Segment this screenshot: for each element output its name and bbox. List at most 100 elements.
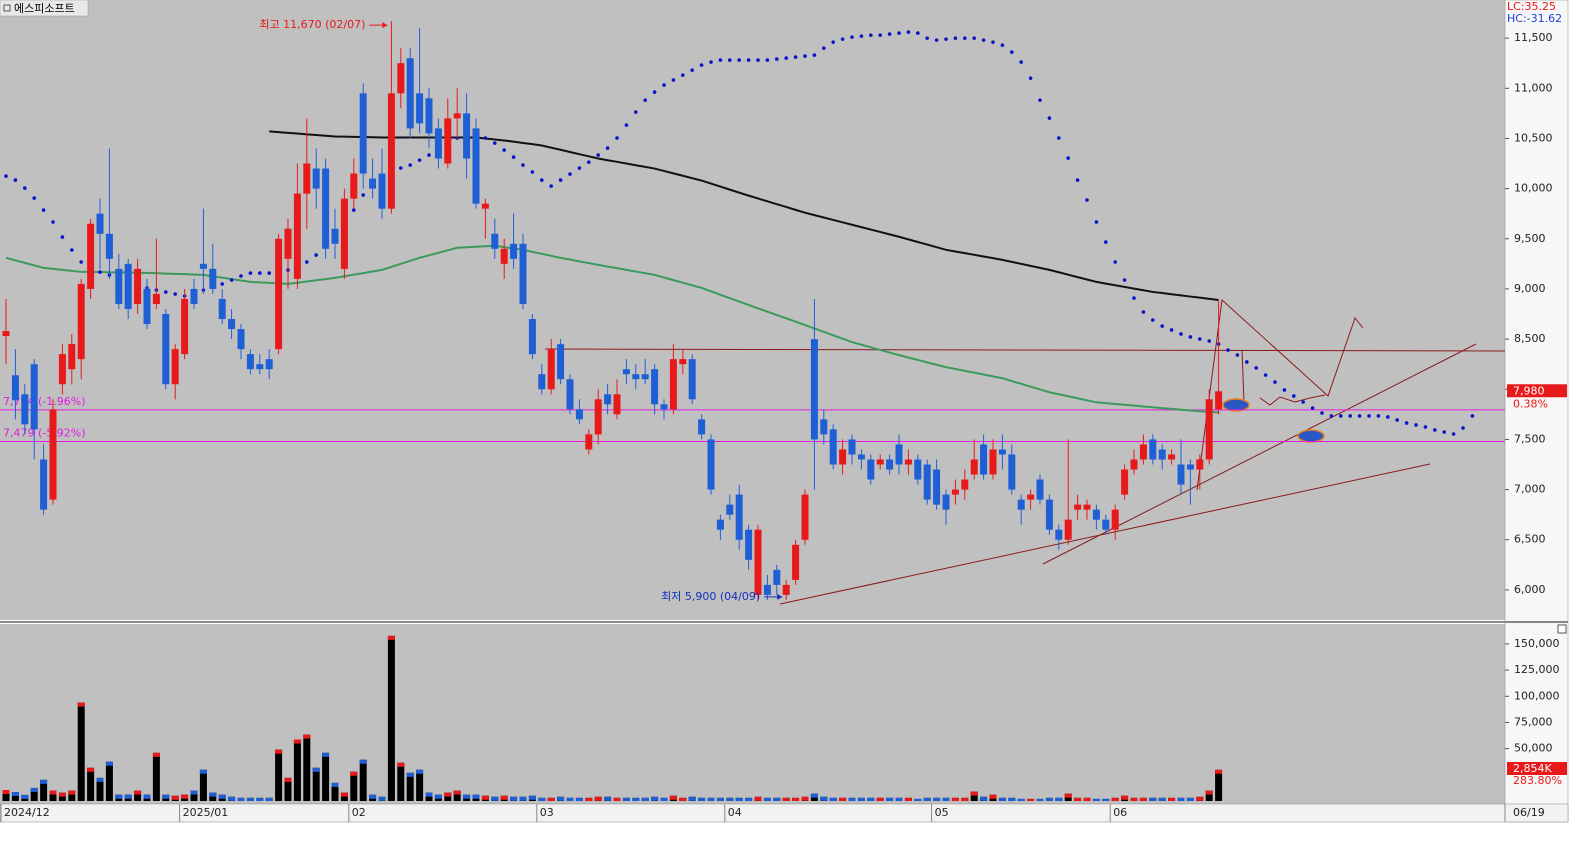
sar-dot (906, 30, 911, 34)
candle-body (857, 454, 865, 460)
candle-body (58, 354, 66, 385)
sar-dot (1141, 310, 1146, 314)
sar-dot (1433, 428, 1437, 432)
volume-pane (0, 624, 1505, 804)
volume-cap (49, 790, 57, 795)
sar-dot (775, 57, 779, 61)
sar-dot (1104, 240, 1108, 244)
sar-dot (737, 58, 741, 62)
sar-dot (1169, 328, 1174, 332)
candle-body (96, 213, 104, 234)
candle-body (49, 409, 57, 500)
volume-cap (810, 793, 818, 798)
sar-dot (493, 141, 497, 145)
y-tick-label: 10,500 (1514, 131, 1553, 144)
candle-body (162, 314, 170, 385)
volume-cap (895, 797, 903, 801)
volume-bar (49, 790, 57, 801)
volume-cap (829, 797, 837, 801)
volume-cap (669, 795, 677, 800)
candle-body (1017, 499, 1025, 510)
sar-dot (511, 155, 516, 159)
trend-line (779, 463, 1431, 605)
sar-dot (897, 31, 901, 35)
candle-body (585, 434, 593, 450)
last-price-label: 7,980 (1513, 384, 1545, 397)
marker-ellipse (1222, 398, 1250, 412)
candle-body (312, 168, 320, 189)
y-tick-label: 11,500 (1514, 31, 1553, 44)
candle-body (491, 233, 499, 249)
volume-tick-label: 125,000 (1514, 663, 1560, 676)
candle-body (1121, 469, 1129, 495)
volume-cap (228, 796, 236, 801)
pane-icon (1557, 624, 1567, 634)
volume-cap (679, 797, 687, 801)
volume-bar (105, 761, 113, 801)
candle-body (651, 369, 659, 405)
volume-cap (735, 797, 743, 801)
sar-dot (220, 282, 224, 286)
volume-cap (331, 782, 339, 787)
sar-dot (577, 166, 582, 170)
sar-dot (530, 170, 535, 174)
sar-dot (944, 37, 948, 41)
candle-body (773, 569, 781, 585)
volume-tick-label: 100,000 (1514, 689, 1560, 702)
candle-body (246, 354, 254, 370)
sar-dot (784, 56, 788, 60)
sar-dot (1273, 380, 1277, 384)
candle-body (848, 439, 856, 455)
sar-dot (746, 58, 751, 62)
candle-body (387, 93, 395, 209)
sar-dot (1085, 198, 1089, 202)
volume-cap (171, 795, 179, 800)
volume-cap (152, 752, 160, 757)
candle-body (876, 459, 884, 465)
candle-body (698, 419, 706, 435)
candle-body (237, 329, 245, 350)
candle-body (1168, 454, 1176, 460)
volume-cap (190, 790, 198, 795)
sar-dot (1461, 426, 1465, 430)
volume-cap (2, 790, 10, 795)
x-tick-label: 02 (352, 806, 366, 819)
volume-cap (970, 791, 978, 796)
candle-body (1215, 391, 1223, 410)
volume-cap (406, 772, 414, 777)
sar-dot (399, 166, 403, 170)
sar-dot (1179, 332, 1183, 336)
volume-bar (68, 790, 76, 801)
sar-dot (1395, 418, 1399, 422)
sar-dot (568, 172, 572, 176)
volume-bar (416, 769, 424, 801)
candle-body (961, 479, 969, 490)
sar-dot (1160, 324, 1164, 328)
volume-cap (77, 702, 85, 707)
hc-label: HC:-31.62 (1507, 12, 1562, 25)
sar-dot (934, 38, 939, 42)
volume-bar (2, 790, 10, 801)
sar-dot (1151, 318, 1155, 322)
y-tick-label: 6,000 (1514, 583, 1546, 596)
volume-bar (970, 791, 978, 801)
sar-dot (1339, 414, 1343, 418)
sar-dot (1348, 414, 1352, 418)
volume-cap (40, 779, 48, 784)
sar-dot (718, 58, 723, 62)
candle-body (904, 459, 912, 465)
x-tick-label: 05 (935, 806, 949, 819)
volume-bar (331, 782, 339, 801)
volume-cap (1074, 797, 1082, 801)
volume-cap (312, 767, 320, 772)
sar-dot (1254, 366, 1258, 370)
volume-cap (11, 791, 19, 796)
volume-cap (632, 797, 640, 801)
candle-body (669, 359, 677, 410)
candle-body (1111, 509, 1119, 530)
candle-body (500, 248, 508, 264)
volume-cap (444, 792, 452, 797)
volume-label: 2,854K (1513, 762, 1552, 775)
volume-bar (77, 702, 85, 801)
candle-body (68, 344, 76, 370)
